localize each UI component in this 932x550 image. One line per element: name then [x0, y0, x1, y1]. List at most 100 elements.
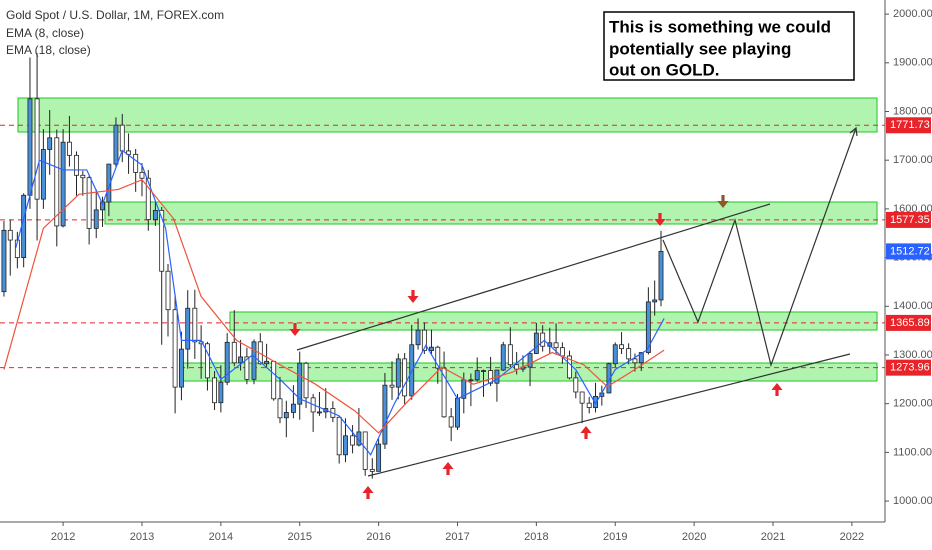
candle-body: [527, 353, 533, 368]
price-tag: [886, 314, 931, 331]
price-tag: [886, 243, 931, 260]
candle-body: [47, 137, 53, 150]
note-line: out on GOLD.: [609, 60, 719, 79]
candle-body: [172, 309, 178, 388]
candle-body: [60, 141, 66, 227]
candle-body: [500, 344, 506, 371]
y-tick-label: 1100.00: [893, 446, 932, 458]
note-line: potentially see playing: [609, 39, 791, 58]
candle-body: [402, 358, 408, 397]
candle-body: [251, 341, 257, 380]
ema-line: [15, 149, 665, 456]
zone: [17, 97, 878, 133]
x-tick-label: 2012: [51, 531, 75, 543]
candle-body: [514, 364, 520, 370]
candle-body: [606, 363, 612, 394]
candle-body: [507, 344, 513, 366]
candle-body: [303, 362, 309, 399]
y-axis-panel: [885, 0, 932, 550]
plot: [0, 53, 885, 479]
y-tick-label: 2000.00: [893, 8, 932, 20]
candle-body: [224, 341, 230, 383]
candle-body: [559, 347, 565, 357]
x-tick-label: 2018: [524, 531, 548, 543]
channel-upper: [296, 203, 771, 351]
candle-body: [277, 398, 283, 419]
candle-body: [415, 329, 421, 346]
candle-body: [297, 362, 303, 405]
price-tag-label: 1365.89: [890, 317, 930, 329]
candle-body: [185, 307, 191, 350]
candle-body: [638, 352, 644, 364]
candle-body: [645, 301, 651, 353]
candle-body: [533, 332, 539, 354]
candle-body: [40, 149, 46, 200]
channel-lower: [367, 353, 851, 477]
candle-body: [74, 154, 79, 176]
candle-body: [632, 358, 638, 364]
x-axis-panel: [0, 522, 932, 550]
candle-body: [317, 411, 322, 414]
candle-body: [27, 98, 33, 196]
candle-body: [343, 435, 348, 456]
candle-body: [126, 150, 132, 155]
projection-arrowhead: [849, 126, 858, 137]
x-tick-label: 2013: [130, 531, 154, 543]
candle-body: [586, 402, 592, 408]
candle-body: [448, 416, 454, 428]
candle-body: [86, 177, 92, 229]
indicator-label: EMA (18, close): [6, 43, 91, 57]
note-box: [603, 11, 855, 81]
projection-path: [662, 127, 857, 368]
candle-body: [1, 229, 7, 293]
y-tick-label: 1200.00: [893, 398, 932, 410]
x-tick-label: 2014: [209, 531, 233, 543]
zone: [104, 201, 878, 225]
candle-body: [395, 358, 401, 388]
price-tag: [886, 117, 931, 134]
candle-body: [218, 381, 224, 404]
candle-body: [474, 370, 480, 381]
price-tag-label: 1273.96: [890, 362, 930, 374]
candle-body: [7, 229, 13, 241]
candle-body: [290, 403, 296, 413]
candle-body: [80, 174, 86, 179]
candle-body: [421, 329, 427, 351]
price-tag: [886, 211, 931, 228]
candle-body: [553, 342, 559, 349]
candle-body: [106, 163, 112, 203]
y-tick-label: 1600.00: [893, 203, 932, 215]
candle-body: [100, 201, 105, 211]
candle-body: [619, 344, 624, 350]
y-tick-label: 1400.00: [893, 300, 932, 312]
note-line: This is something we could: [609, 17, 831, 36]
candle-body: [21, 194, 27, 258]
price-tag: [886, 359, 931, 376]
candle-body: [212, 377, 217, 404]
candle-body: [93, 209, 99, 229]
chart-title: Gold Spot / U.S. Dollar, 1M, FOREX.com: [6, 8, 224, 22]
candle-body: [165, 270, 171, 311]
x-tick-label: 2019: [603, 531, 627, 543]
drawings: [289, 126, 858, 499]
candle-body: [205, 343, 210, 379]
candle-body: [658, 250, 664, 301]
candle-body: [455, 397, 460, 428]
y-tick-label: 1300.00: [893, 349, 932, 361]
price-tag-label: 1771.73: [890, 119, 930, 131]
candle-body: [612, 344, 618, 365]
ema-line: [3, 178, 665, 434]
candle-body: [350, 435, 356, 446]
candle-body: [652, 299, 658, 303]
x-tick-label: 2017: [445, 531, 469, 543]
candle-body: [159, 209, 165, 272]
candle-body: [336, 416, 342, 456]
x-tick-label: 2016: [366, 531, 390, 543]
candle-body: [567, 355, 572, 379]
candle-body: [389, 384, 395, 388]
candle-body: [133, 153, 139, 173]
candle-body: [238, 356, 244, 364]
candle-body: [264, 360, 270, 365]
candle-body: [573, 377, 579, 393]
